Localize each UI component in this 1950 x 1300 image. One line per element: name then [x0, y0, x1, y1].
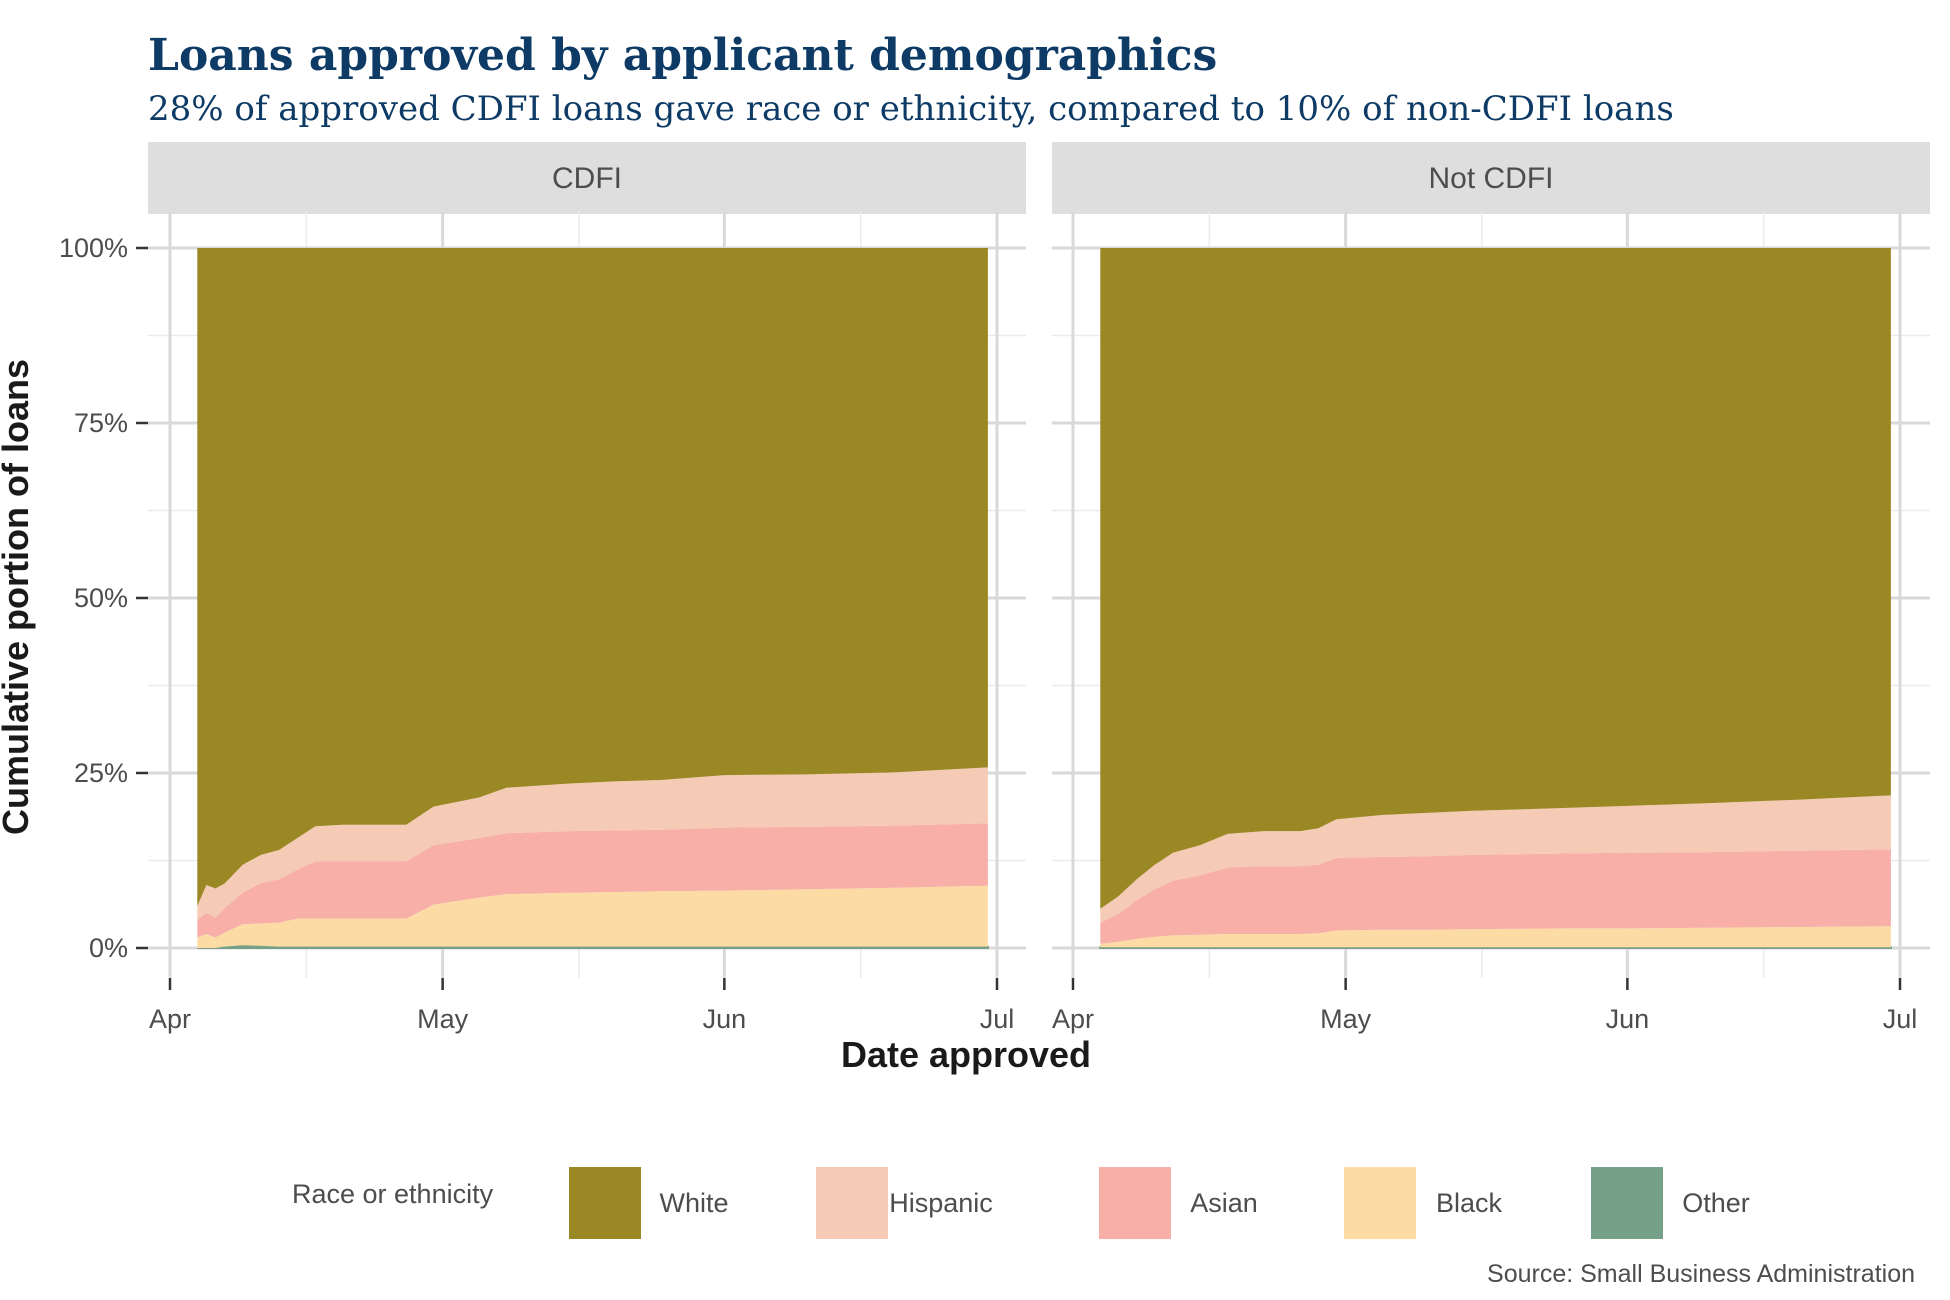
x-tick-label: Apr: [1052, 1004, 1094, 1034]
legend-label: Other: [1682, 1188, 1750, 1218]
legend: Race or ethnicity White Hispanic Asian Blac…: [292, 1165, 1750, 1241]
legend-key: [1097, 1165, 1173, 1241]
caption: Source: Small Business Administration: [1487, 1260, 1915, 1288]
area-white: [1100, 248, 1891, 909]
y-tick-label: 75%: [74, 408, 128, 438]
legend-item-white: White: [567, 1165, 729, 1241]
area-hispanic: [197, 767, 988, 920]
x-tick-label: Apr: [149, 1004, 191, 1034]
legend-label: Asian: [1190, 1188, 1258, 1218]
x-tick-label: Jun: [1606, 1004, 1650, 1034]
x-tick-label: Jun: [703, 1004, 747, 1034]
legend-label: Black: [1436, 1188, 1503, 1218]
area-black: [197, 885, 988, 948]
facet-panels: CDFI Apr May Jun Jul 0% 25% 50% 75% 100% Not CDFI A…: [59, 142, 1930, 1034]
legend-item-asian: Asian: [1097, 1165, 1258, 1241]
y-tick-label: 100%: [59, 233, 128, 263]
area-black: [1100, 926, 1891, 948]
y-tick-label: 25%: [74, 758, 128, 788]
legend-key: [1589, 1165, 1665, 1241]
y-axis-title: Cumulative portion of loans: [0, 359, 36, 835]
chart-title: Loans approved by applicant demographics: [148, 30, 1217, 81]
x-tick-label: May: [1320, 1004, 1372, 1034]
strip-not-cdfi: [1052, 142, 1930, 214]
legend-item-black: Black: [1342, 1165, 1503, 1241]
x-axis-title: Date approved: [841, 1034, 1091, 1075]
legend-label: White: [659, 1188, 728, 1218]
area-other: [1099, 946, 1892, 949]
strip-label: CDFI: [552, 162, 622, 195]
area-asian: [1100, 849, 1891, 944]
legend-item-hispanic: Hispanic: [814, 1165, 993, 1241]
area-asian: [197, 823, 988, 938]
x-tick-label: Jul: [980, 1004, 1015, 1034]
x-tick-label: May: [417, 1004, 469, 1034]
legend-label: Hispanic: [889, 1188, 993, 1218]
panel-cdfi: CDFI Apr May Jun Jul 0% 25% 50% 75% 100%: [59, 142, 1026, 1034]
x-tick-label: Jul: [1883, 1004, 1918, 1034]
panel-not-cdfi: Not CDFI Apr May Jun Jul: [1052, 142, 1930, 1034]
strip-label: Not CDFI: [1428, 162, 1553, 195]
legend-title: Race or ethnicity: [292, 1179, 494, 1209]
area-white: [197, 248, 988, 906]
legend-key: [814, 1165, 890, 1241]
area-hispanic: [1100, 795, 1891, 923]
legend-key: [567, 1165, 643, 1241]
y-tick-label: 50%: [74, 583, 128, 613]
y-tick-label: 0%: [89, 933, 128, 963]
legend-key: [1342, 1165, 1418, 1241]
legend-item-other: Other: [1589, 1165, 1750, 1241]
chart-subtitle: 28% of approved CDFI loans gave race or …: [148, 89, 1674, 129]
strip-cdfi: [148, 142, 1026, 214]
